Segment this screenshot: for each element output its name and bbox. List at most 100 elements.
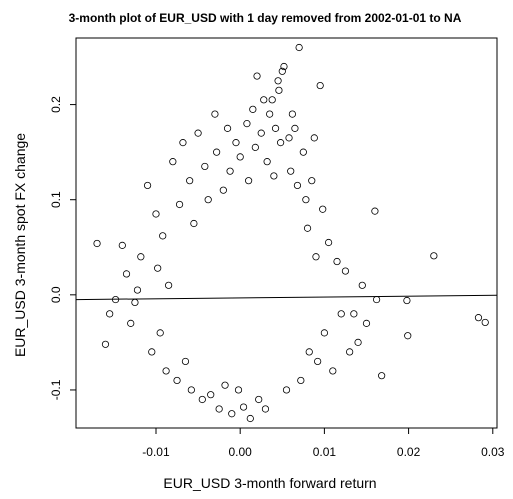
data-point: [228, 410, 236, 418]
y-tick-label: -0.1: [49, 379, 63, 400]
data-point: [187, 386, 195, 394]
x-tick-label: -0.01: [142, 445, 170, 459]
data-point: [219, 186, 227, 194]
data-point: [268, 96, 276, 104]
data-point: [261, 405, 270, 413]
data-point: [179, 139, 187, 147]
data-point: [186, 177, 194, 185]
data-point: [371, 207, 379, 215]
data-point: [274, 77, 282, 85]
x-axis-label: EUR_USD 3-month forward return: [163, 475, 376, 491]
data-point: [137, 253, 145, 261]
data-point: [362, 319, 371, 327]
data-point: [232, 139, 240, 147]
points-layer: [93, 43, 489, 423]
data-point: [346, 348, 354, 356]
data-point: [282, 386, 291, 394]
data-point: [305, 348, 313, 356]
data-point: [93, 239, 101, 248]
y-axis: -0.1 0.0 0.1 0.2: [49, 96, 76, 400]
data-point: [204, 196, 212, 204]
data-point: [207, 391, 215, 399]
data-point: [287, 167, 295, 175]
data-point: [106, 310, 114, 318]
data-point: [194, 129, 202, 137]
data-point: [133, 286, 142, 294]
data-point: [337, 310, 345, 318]
data-point: [324, 238, 333, 247]
data-point: [275, 86, 283, 94]
data-point: [277, 139, 285, 147]
x-tick-label: 0.01: [313, 445, 337, 459]
y-tick-label: 0.2: [49, 96, 63, 113]
data-point: [310, 134, 318, 142]
data-point: [118, 241, 126, 249]
chart-title: 3-month plot of EUR_USD with 1 day remov…: [69, 11, 462, 25]
data-point: [312, 253, 320, 261]
data-point: [297, 376, 305, 385]
data-point: [404, 332, 412, 340]
data-point: [255, 395, 263, 404]
data-point: [169, 158, 177, 166]
y-tick-label: 0.0: [49, 286, 63, 303]
data-point: [280, 62, 288, 71]
data-point: [308, 177, 316, 185]
data-point: [213, 148, 221, 156]
data-point: [122, 270, 131, 278]
data-point: [143, 181, 152, 190]
data-point: [302, 196, 310, 204]
data-point: [246, 414, 254, 423]
regression-line: [75, 294, 498, 301]
data-point: [316, 81, 324, 90]
data-point: [291, 124, 299, 132]
data-point: [156, 329, 164, 337]
data-point: [236, 153, 244, 161]
data-point: [333, 257, 341, 266]
x-axis: -0.01 0.00 0.01 0.02 0.03: [142, 428, 505, 459]
data-point: [201, 162, 209, 171]
data-point: [131, 298, 139, 307]
data-point: [278, 67, 286, 75]
data-point: [173, 376, 181, 385]
data-point: [226, 167, 234, 175]
data-point: [285, 134, 293, 142]
data-point: [299, 148, 307, 156]
data-point: [127, 319, 135, 327]
regression-layer: [75, 294, 498, 301]
data-point: [211, 110, 219, 118]
data-point: [162, 367, 170, 375]
data-point: [263, 158, 271, 166]
data-point: [314, 357, 322, 366]
data-point: [234, 386, 243, 394]
data-point: [257, 129, 265, 137]
data-point: [303, 224, 312, 232]
data-point: [239, 403, 248, 411]
data-point: [271, 124, 280, 132]
data-point: [474, 314, 483, 322]
data-point: [243, 120, 251, 128]
data-point: [249, 105, 257, 113]
data-point: [320, 329, 328, 337]
data-point: [251, 143, 259, 151]
data-point: [430, 252, 438, 260]
data-point: [358, 281, 366, 289]
data-point: [260, 96, 268, 104]
x-tick-label: 0.03: [481, 445, 505, 459]
data-point: [253, 72, 261, 80]
data-point: [288, 110, 296, 118]
data-point: [165, 281, 173, 289]
data-point: [245, 177, 253, 185]
y-axis-label: EUR_USD 3-month spot FX change: [12, 133, 28, 357]
data-point: [154, 264, 162, 272]
plot-frame: [75, 37, 498, 429]
data-point: [148, 348, 156, 356]
x-tick-label: 0.02: [397, 445, 421, 459]
data-point: [295, 43, 303, 52]
data-point: [319, 205, 327, 213]
data-point: [293, 181, 302, 190]
data-point: [378, 372, 386, 380]
data-point: [481, 318, 489, 327]
data-point: [221, 381, 229, 389]
data-point: [270, 172, 278, 180]
